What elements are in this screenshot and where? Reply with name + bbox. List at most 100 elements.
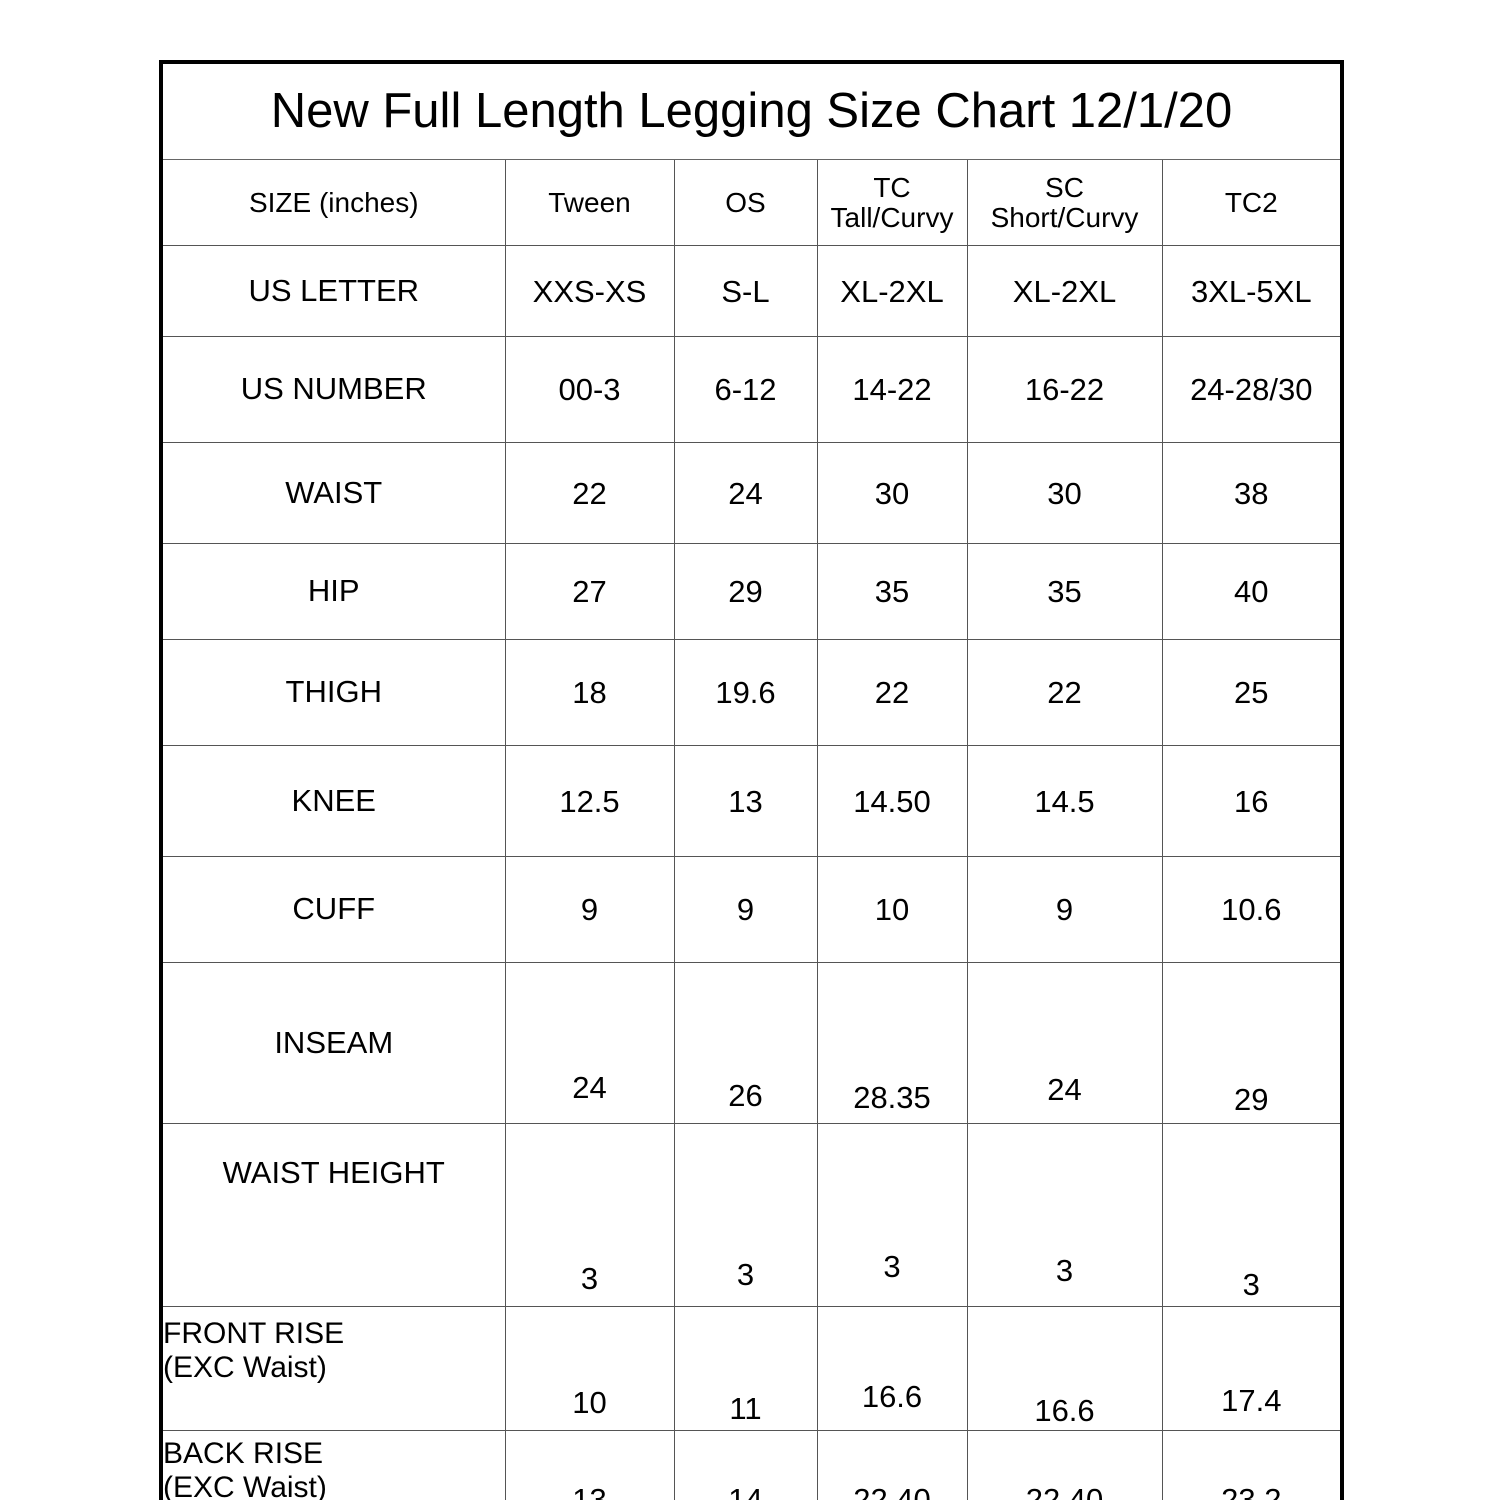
- cell-cuff-tc2: 10.6: [1161, 856, 1343, 963]
- cell-cuff-sc: 9: [966, 856, 1163, 963]
- header-tween: Tween: [504, 159, 675, 246]
- cell-knee-tween: 12.5: [504, 745, 675, 857]
- row-label-front-rise-line2: (EXC Waist): [163, 1350, 327, 1384]
- header-sc-line1: SC: [1045, 172, 1084, 204]
- table-row: THIGH 18 19.6 22 22 25: [160, 639, 1343, 746]
- header-tween-line1: Tween: [548, 186, 631, 218]
- title-row: New Full Length Legging Size Chart 12/1/…: [161, 62, 1343, 160]
- cell-cuff-tween: 9: [504, 856, 675, 963]
- cell-waist-tc2: 38: [1161, 442, 1343, 544]
- cell-us-number-tween: 00-3: [504, 336, 675, 443]
- cell-thigh-tc2: 25: [1161, 639, 1343, 746]
- row-label-cuff: CUFF: [160, 856, 506, 963]
- column-header-row: SIZE (inches) Tween OS TC Tall/Curvy SC …: [160, 159, 1343, 246]
- cell-us-letter-os: S-L: [673, 245, 818, 337]
- cell-back-rise-tc2: 23.2: [1161, 1430, 1343, 1500]
- cell-waist-height-os: 3: [673, 1123, 818, 1307]
- cell-thigh-os: 19.6: [673, 639, 818, 746]
- cell-cuff-tc: 10: [816, 856, 968, 963]
- row-label-hip: HIP: [160, 543, 506, 640]
- row-label-front-rise-line1: FRONT RISE: [163, 1317, 345, 1350]
- table-row: INSEAM 24 26 28.35 24 29: [160, 962, 1343, 1124]
- cell-front-rise-os: 11: [673, 1306, 818, 1431]
- row-label-us-letter: US LETTER: [160, 245, 506, 337]
- cell-inseam-tc2: 29: [1161, 962, 1343, 1124]
- header-tc2: TC2: [1161, 159, 1343, 246]
- row-label-back-rise-line1: BACK RISE: [163, 1437, 324, 1470]
- table-row: US NUMBER 00-3 6-12 14-22 16-22 24-28/30: [160, 336, 1343, 443]
- table-row: WAIST HEIGHT 3 3 3 3 3: [160, 1123, 1343, 1307]
- table-row: WAIST 22 24 30 30 38: [160, 442, 1343, 544]
- cell-back-rise-os: 14: [673, 1430, 818, 1500]
- row-label-waist: WAIST: [160, 442, 506, 544]
- cell-inseam-os: 26: [673, 962, 818, 1124]
- table-row: HIP 27 29 35 35 40: [160, 543, 1343, 640]
- cell-inseam-tc: 28.35: [816, 962, 968, 1124]
- cell-us-number-tc: 14-22: [816, 336, 968, 443]
- cell-waist-tc: 30: [816, 442, 968, 544]
- cell-waist-os: 24: [673, 442, 818, 544]
- cell-hip-os: 29: [673, 543, 818, 640]
- header-tc2-line1: TC2: [1224, 186, 1278, 218]
- row-label-waist-height: WAIST HEIGHT: [160, 1123, 506, 1307]
- cell-us-letter-tc2: 3XL-5XL: [1161, 245, 1343, 337]
- cell-back-rise-tween: 13: [504, 1430, 675, 1500]
- cell-waist-tween: 22: [504, 442, 675, 544]
- cell-knee-sc: 14.5: [966, 745, 1163, 857]
- header-os-line1: OS: [725, 186, 766, 218]
- table-row: BACK RISE (EXC Waist) 13 14 22.40 22.40 2…: [160, 1430, 1343, 1500]
- row-label-us-number: US NUMBER: [160, 336, 506, 443]
- header-tc-line1: TC: [873, 172, 911, 204]
- cell-back-rise-tc: 22.40: [816, 1430, 968, 1500]
- cell-thigh-tc: 22: [816, 639, 968, 746]
- cell-inseam-sc: 24: [966, 962, 1163, 1124]
- cell-knee-tc: 14.50: [816, 745, 968, 857]
- cell-knee-tc2: 16: [1161, 745, 1343, 857]
- cell-thigh-sc: 22: [966, 639, 1163, 746]
- cell-front-rise-sc: 16.6: [966, 1306, 1163, 1431]
- row-label-back-rise-line2: (EXC Waist): [163, 1470, 327, 1500]
- cell-waist-height-sc: 3: [966, 1123, 1163, 1307]
- cell-hip-tween: 27: [504, 543, 675, 640]
- cell-cuff-os: 9: [673, 856, 818, 963]
- chart-title: New Full Length Legging Size Chart 12/1/…: [270, 84, 1233, 138]
- table-row: KNEE 12.5 13 14.50 14.5 16: [160, 745, 1343, 857]
- chart-title-cell: New Full Length Legging Size Chart 12/1/…: [161, 62, 1343, 160]
- header-os: OS: [673, 159, 818, 246]
- size-chart-table: New Full Length Legging Size Chart 12/1/…: [159, 60, 1345, 1500]
- header-tc: TC Tall/Curvy: [816, 159, 968, 246]
- cell-us-letter-sc: XL-2XL: [966, 245, 1163, 337]
- cell-inseam-tween: 24: [504, 962, 675, 1124]
- header-sc: SC Short/Curvy: [966, 159, 1163, 246]
- row-label-back-rise: BACK RISE (EXC Waist): [160, 1430, 506, 1500]
- cell-us-number-os: 6-12: [673, 336, 818, 443]
- cell-us-number-sc: 16-22: [966, 336, 1163, 443]
- cell-thigh-tween: 18: [504, 639, 675, 746]
- cell-waist-height-tc: 3: [816, 1123, 968, 1307]
- cell-front-rise-tc: 16.6: [816, 1306, 968, 1431]
- cell-front-rise-tween: 10: [504, 1306, 675, 1431]
- cell-us-letter-tween: XXS-XS: [504, 245, 675, 337]
- row-label-thigh: THIGH: [160, 639, 506, 746]
- row-label-front-rise: FRONT RISE (EXC Waist): [160, 1306, 506, 1431]
- cell-waist-height-tween: 3: [504, 1123, 675, 1307]
- header-sc-line2: Short/Curvy: [990, 201, 1139, 233]
- table-row: CUFF 9 9 10 9 10.6: [160, 856, 1343, 963]
- cell-knee-os: 13: [673, 745, 818, 857]
- cell-us-number-tc2: 24-28/30: [1161, 336, 1343, 443]
- cell-waist-height-tc2: 3: [1161, 1123, 1343, 1307]
- cell-back-rise-sc: 22.40: [966, 1430, 1163, 1500]
- cell-front-rise-tc2: 17.4: [1161, 1306, 1343, 1431]
- table-row: US LETTER XXS-XS S-L XL-2XL XL-2XL 3XL-5…: [160, 245, 1343, 337]
- cell-hip-tc2: 40: [1161, 543, 1343, 640]
- row-label-knee: KNEE: [160, 745, 506, 857]
- cell-waist-sc: 30: [966, 442, 1163, 544]
- cell-us-letter-tc: XL-2XL: [816, 245, 968, 337]
- row-label-inseam: INSEAM: [160, 962, 506, 1124]
- header-size-inches: SIZE (inches): [160, 159, 506, 246]
- cell-hip-sc: 35: [966, 543, 1163, 640]
- cell-hip-tc: 35: [816, 543, 968, 640]
- table-row: FRONT RISE (EXC Waist) 10 11 16.6 16.6 17…: [160, 1306, 1343, 1431]
- header-tc-line2: Tall/Curvy: [830, 201, 954, 233]
